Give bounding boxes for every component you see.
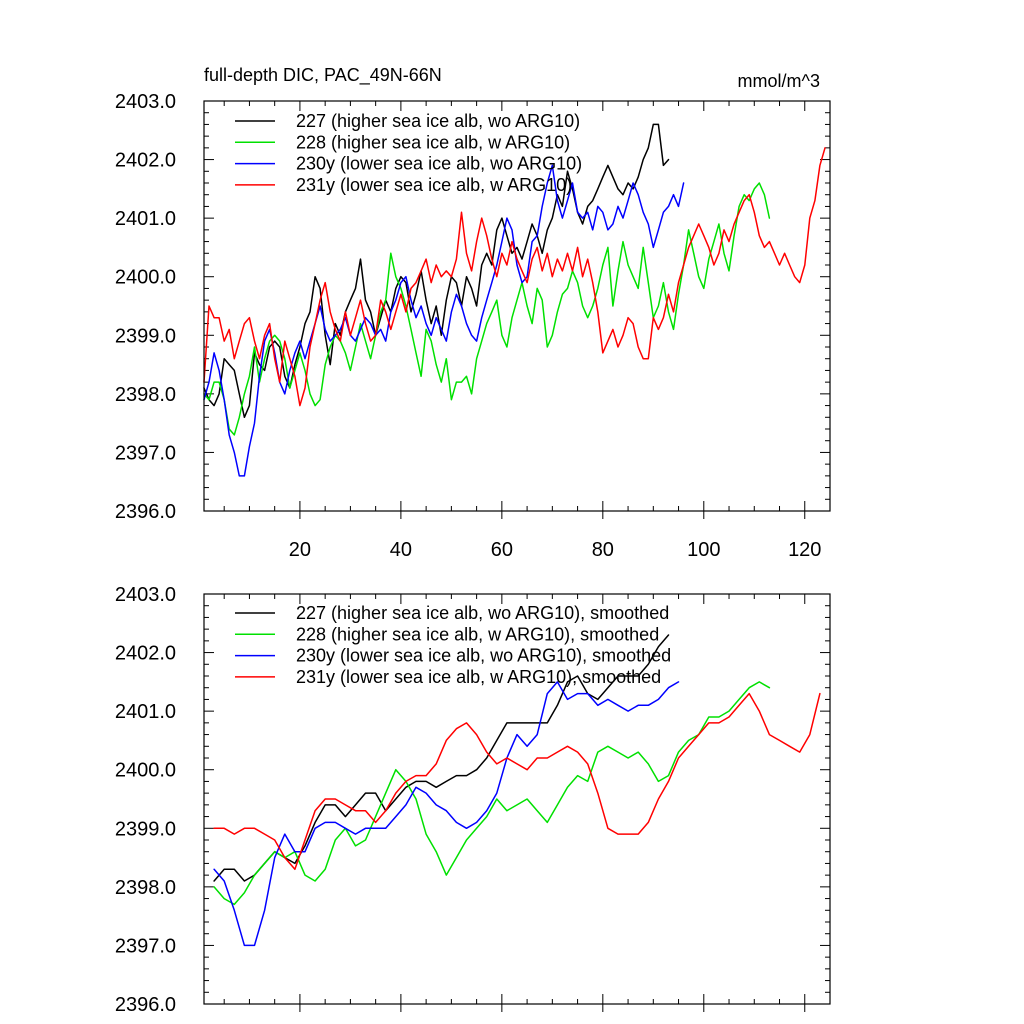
y-tick-label: 2401.0 [115, 208, 176, 230]
legend-label: 227 (higher sea ice alb, wo ARG10), smoo… [296, 603, 669, 623]
y-tick-label: 2397.0 [115, 442, 176, 464]
y-tick-label: 2400.0 [115, 760, 176, 782]
bottom-chart-panel: 2396.0 2397.0 2398.0 2399.0 2400.0 2401.0 2402… [115, 584, 831, 1016]
y-tick-label: 2398.0 [115, 384, 176, 406]
y-tick-label: 2400.0 [115, 267, 176, 289]
y-tick-label: 2397.0 [115, 935, 176, 957]
series-line-3 [213, 681, 680, 947]
legend-label: 230y (lower sea ice alb, wo ARG10), smoo… [296, 646, 671, 666]
top-chart-panel: full-depth DIC, PAC_49N-66N mmol/m^3 239… [115, 65, 831, 561]
legend-label: 231y (lower sea ice alb, w ARG10) [296, 175, 572, 195]
y-tick-label: 2403.0 [115, 584, 176, 606]
series-line-1 [213, 634, 670, 882]
y-tick-label: 2402.0 [115, 643, 176, 665]
y-tick-label: 2396.0 [115, 501, 176, 523]
series-line-1 [203, 123, 670, 419]
chart-title: full-depth DIC, PAC_49N-66N [204, 65, 442, 86]
y-tick-label: 2399.0 [115, 325, 176, 347]
series-line-2 [203, 182, 771, 436]
y-tick-label: 2401.0 [115, 701, 176, 723]
legend-label: 230y (lower sea ice alb, wo ARG10) [296, 154, 582, 174]
x-tick-label: 40 [390, 539, 412, 561]
x-tick-label: 80 [592, 539, 614, 561]
legend-label: 228 (higher sea ice alb, w ARG10) [296, 132, 570, 152]
y-tick-label: 2399.0 [115, 818, 176, 840]
x-tick-label: 20 [289, 539, 311, 561]
x-tick-label: 100 [687, 539, 720, 561]
legend-label: 227 (higher sea ice alb, wo ARG10) [296, 111, 580, 131]
y-tick-label: 2403.0 [115, 91, 176, 113]
plot-frame [203, 100, 831, 512]
series-line-4 [213, 692, 821, 871]
x-tick-label: 60 [491, 539, 513, 561]
series-line-4 [203, 147, 826, 407]
x-tick-label: 120 [788, 539, 821, 561]
y-tick-label: 2396.0 [115, 994, 176, 1016]
y-tick-label: 2402.0 [115, 150, 176, 172]
legend-label: 231y (lower sea ice alb, w ARG10), smoot… [296, 667, 661, 687]
plot-frame [203, 593, 831, 1005]
series-line-2 [213, 681, 771, 906]
legend-label: 228 (higher sea ice alb, w ARG10), smoot… [296, 624, 659, 644]
series-line-3 [203, 164, 685, 477]
y-tick-label: 2398.0 [115, 877, 176, 899]
units-label: mmol/m^3 [738, 71, 820, 91]
